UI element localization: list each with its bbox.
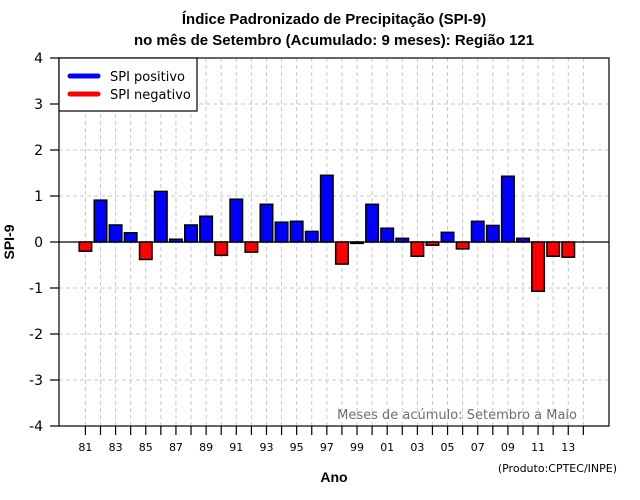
y-tick-label: -1 — [29, 281, 43, 297]
bar-2001 — [380, 227, 395, 243]
bar-1990 — [214, 241, 229, 257]
y-tick-label: 0 — [34, 235, 43, 251]
bar-2006 — [455, 241, 470, 250]
legend: SPI positivo SPI negativo — [58, 57, 198, 112]
x-tick-label: 03 — [410, 441, 424, 454]
bar-1983 — [108, 224, 123, 243]
y-tick-label: 2 — [34, 143, 43, 159]
y-tick-label: 3 — [34, 97, 43, 113]
x-tick-label: 13 — [561, 441, 575, 454]
bar-2009 — [500, 175, 515, 243]
x-tick-label: 81 — [78, 441, 92, 454]
legend-label-positive: SPI positivo — [110, 70, 185, 85]
chart-title: Índice Padronizado de Precipitação (SPI-… — [182, 11, 486, 28]
bar-1994 — [274, 221, 289, 243]
x-tick-label: 99 — [350, 441, 364, 454]
product-credit: (Produto:CPTEC/INPE) — [498, 462, 617, 475]
x-tick-label: 91 — [229, 441, 243, 454]
x-tick-label: 07 — [471, 441, 485, 454]
bar-1986 — [153, 190, 168, 243]
y-tick-label: 1 — [34, 189, 43, 205]
bar-2008 — [485, 224, 500, 243]
bar-2007 — [470, 220, 485, 243]
legend-label-negative: SPI negativo — [110, 88, 191, 103]
bar-1989 — [199, 215, 214, 243]
y-tick-label: 4 — [34, 51, 43, 67]
x-tick-label: 95 — [290, 441, 304, 454]
bar-2003 — [410, 241, 425, 258]
bars — [78, 174, 576, 292]
bar-2013 — [561, 241, 576, 258]
x-tick-label: 83 — [109, 441, 123, 454]
legend-box — [58, 57, 198, 112]
y-tick-label: -2 — [29, 327, 43, 343]
bar-1998 — [334, 241, 349, 265]
y-tick-label: -4 — [29, 419, 43, 435]
y-tick-label: -3 — [29, 373, 43, 389]
bar-2005 — [440, 231, 455, 243]
bar-1995 — [289, 220, 304, 243]
bar-2012 — [546, 241, 561, 258]
bar-1985 — [138, 241, 153, 261]
x-tick-label: 09 — [501, 441, 515, 454]
accumulation-note: Meses de acúmulo: Setembro a Maio — [337, 408, 577, 423]
bar-1992 — [244, 241, 259, 253]
x-tick-label: 87 — [169, 441, 183, 454]
bar-1988 — [184, 224, 199, 243]
bar-1981 — [78, 241, 93, 252]
y-axis: -4 -3 -2 -1 0 1 2 3 4 — [29, 51, 59, 435]
bar-1991 — [229, 198, 244, 243]
bar-1997 — [319, 174, 334, 243]
x-axis: 81 83 85 87 89 91 93 95 97 99 01 03 05 07 09 11 13 — [78, 426, 584, 454]
chart-subtitle: no mês de Setembro (Acumulado: 9 meses):… — [134, 32, 534, 49]
x-tick-label: 89 — [199, 441, 213, 454]
y-axis-label: SPI-9 — [1, 224, 17, 259]
bar-1993 — [259, 203, 274, 243]
x-tick-label: 05 — [441, 441, 455, 454]
x-axis-label: Ano — [320, 469, 347, 485]
x-tick-label: 11 — [531, 441, 545, 454]
bar-1996 — [304, 230, 319, 243]
bar-2000 — [365, 203, 380, 243]
x-tick-label: 93 — [259, 441, 273, 454]
bar-2011 — [531, 241, 546, 292]
x-tick-label: 85 — [139, 441, 153, 454]
x-tick-label: 01 — [380, 441, 394, 454]
bar-1984 — [123, 232, 138, 243]
bar-1982 — [93, 199, 108, 243]
x-tick-label: 97 — [320, 441, 334, 454]
